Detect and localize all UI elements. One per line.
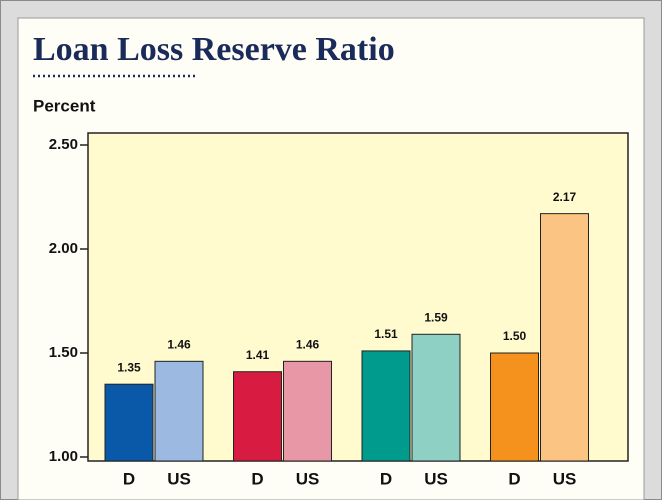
x-tick-label: US bbox=[553, 469, 577, 488]
value-label: 1.51 bbox=[374, 327, 398, 341]
bar bbox=[411, 333, 461, 462]
x-tick-label: US bbox=[167, 469, 191, 488]
x-tick-label: D bbox=[251, 469, 263, 488]
y-tick-label: 1.00 bbox=[49, 448, 78, 465]
value-label: 1.46 bbox=[167, 337, 191, 351]
x-tick-label: D bbox=[380, 469, 392, 488]
x-tick-label: D bbox=[123, 469, 135, 488]
bar bbox=[104, 383, 154, 462]
x-tick-label: D bbox=[508, 469, 520, 488]
bar bbox=[540, 213, 589, 462]
y-tick-label: 2.50 bbox=[49, 136, 78, 153]
bar bbox=[154, 360, 204, 462]
value-label: 1.41 bbox=[246, 348, 270, 362]
bar bbox=[233, 371, 282, 462]
value-label: 1.46 bbox=[296, 337, 320, 351]
value-label: 1.35 bbox=[117, 360, 141, 374]
x-tick-label: US bbox=[424, 469, 448, 488]
y-tick-label: 1.50 bbox=[49, 344, 78, 361]
x-tick-label: US bbox=[296, 469, 320, 488]
bar bbox=[490, 352, 539, 462]
bar bbox=[283, 360, 332, 462]
value-label: 1.50 bbox=[503, 329, 527, 343]
value-label: 1.59 bbox=[424, 310, 448, 324]
y-tick-label: 2.00 bbox=[49, 240, 78, 257]
y-axis-label: Percent bbox=[33, 96, 96, 115]
chart-title: Loan Loss Reserve Ratio bbox=[33, 31, 395, 68]
bar bbox=[361, 350, 411, 462]
value-label: 2.17 bbox=[553, 190, 577, 204]
